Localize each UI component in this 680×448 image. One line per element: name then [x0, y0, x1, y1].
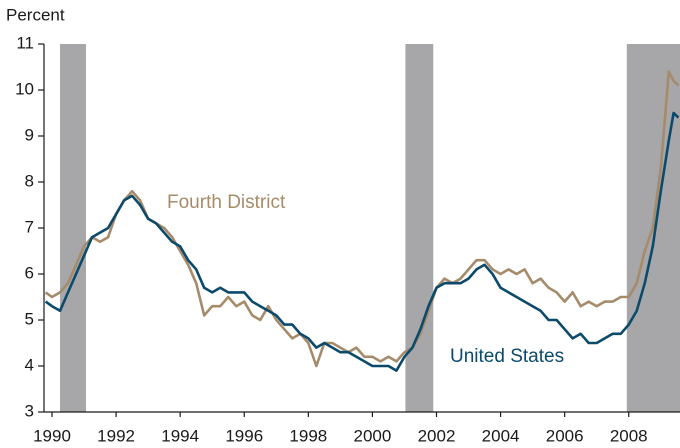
x-tick-label: 1996 — [225, 426, 263, 445]
x-tick-label: 1998 — [289, 426, 327, 445]
y-tick-label: 7 — [25, 217, 34, 236]
y-tick-label: 5 — [25, 309, 34, 328]
x-tick-label: 2008 — [610, 426, 648, 445]
x-tick-label: 2004 — [482, 426, 520, 445]
y-tick-label: 11 — [16, 33, 34, 52]
x-tick-label: 2002 — [418, 426, 456, 445]
y-tick-label: 8 — [25, 171, 34, 190]
series-label: United States — [450, 346, 564, 367]
y-tick-label: 4 — [25, 355, 34, 374]
y-axis-label: Percent — [6, 5, 65, 24]
x-tick-label: 2000 — [353, 426, 391, 445]
recession-band — [60, 44, 86, 412]
y-tick-label: 10 — [15, 79, 34, 98]
x-tick-label: 1994 — [161, 426, 199, 445]
y-tick-label: 9 — [25, 125, 34, 144]
x-tick-label: 2006 — [546, 426, 584, 445]
series-label: Fourth District — [167, 192, 286, 213]
x-tick-label: 1990 — [33, 426, 71, 445]
y-tick-label: 3 — [25, 401, 34, 420]
x-tick-label: 1992 — [97, 426, 135, 445]
recession-band — [405, 44, 434, 412]
series-line — [44, 70, 680, 368]
series-line — [44, 111, 680, 372]
y-tick-label: 6 — [25, 263, 34, 282]
